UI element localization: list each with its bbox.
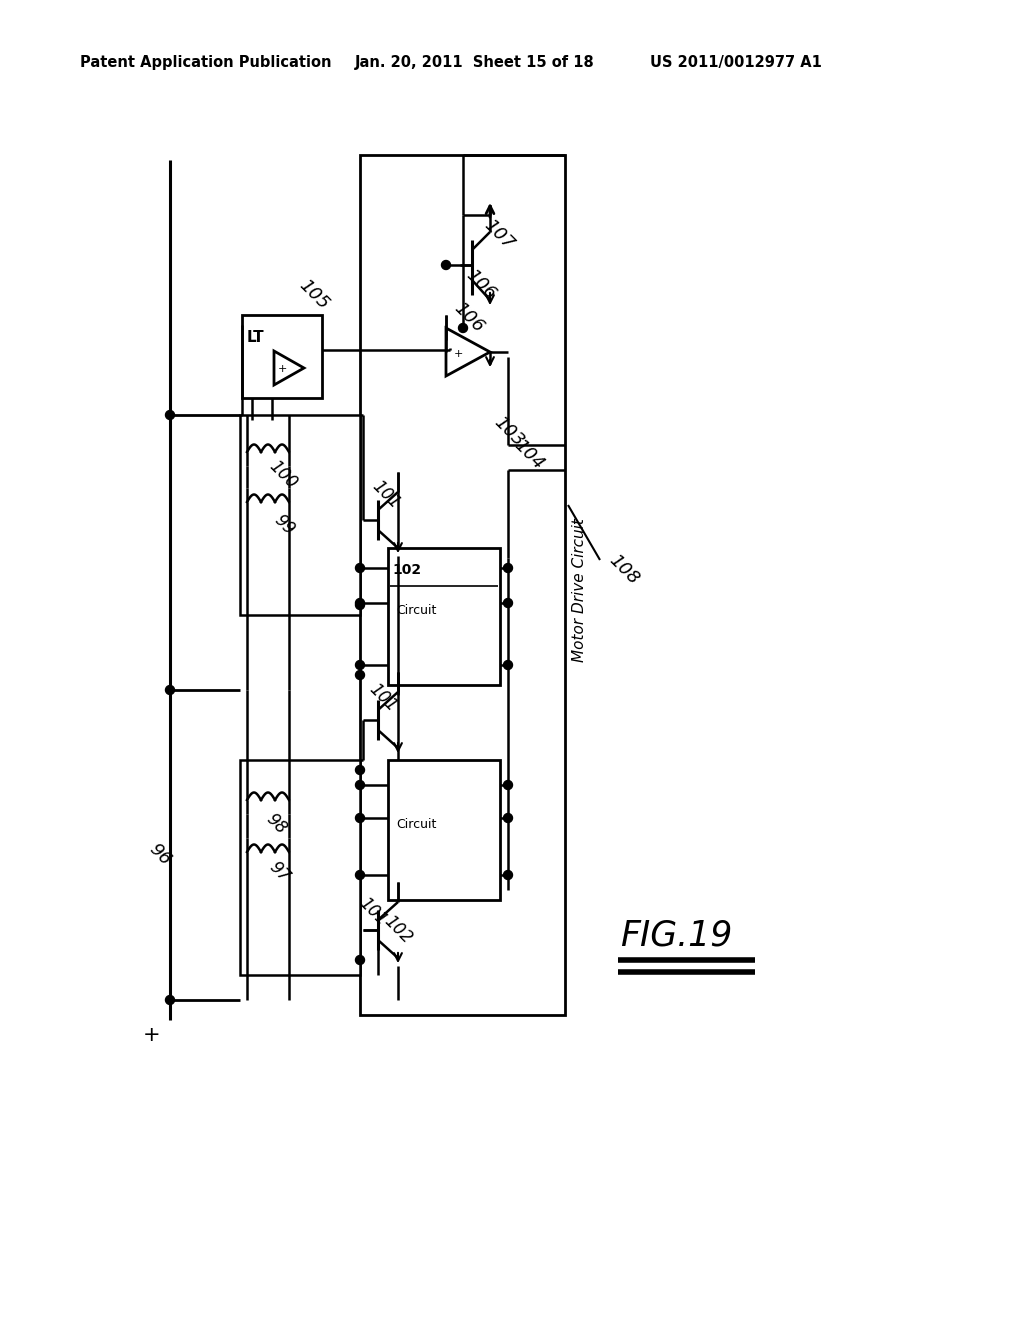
Circle shape xyxy=(166,685,174,694)
Bar xyxy=(242,315,322,399)
Text: 100: 100 xyxy=(265,457,300,492)
Circle shape xyxy=(166,995,174,1005)
Circle shape xyxy=(504,564,512,573)
Text: Circuit: Circuit xyxy=(396,818,436,832)
Circle shape xyxy=(355,660,365,669)
Text: 108: 108 xyxy=(605,552,642,589)
Text: US 2011/0012977 A1: US 2011/0012977 A1 xyxy=(650,54,822,70)
Text: 103: 103 xyxy=(490,413,527,450)
Text: 104: 104 xyxy=(510,437,547,474)
Text: 97: 97 xyxy=(265,858,293,886)
Bar xyxy=(388,760,500,900)
Text: 98: 98 xyxy=(262,810,290,838)
Circle shape xyxy=(355,598,365,607)
Text: +: + xyxy=(143,1026,161,1045)
Text: 106: 106 xyxy=(450,300,487,337)
Circle shape xyxy=(355,766,365,775)
Circle shape xyxy=(355,671,365,680)
Circle shape xyxy=(355,870,365,879)
Circle shape xyxy=(504,598,512,607)
Circle shape xyxy=(355,956,365,965)
Circle shape xyxy=(355,601,365,610)
Text: Patent Application Publication: Patent Application Publication xyxy=(80,54,332,70)
Text: Jan. 20, 2011  Sheet 15 of 18: Jan. 20, 2011 Sheet 15 of 18 xyxy=(355,54,595,70)
Circle shape xyxy=(504,780,512,789)
Text: 102: 102 xyxy=(392,564,421,577)
Text: LT: LT xyxy=(247,330,264,345)
Circle shape xyxy=(459,323,468,333)
Bar xyxy=(388,548,500,685)
Text: 96: 96 xyxy=(145,841,174,870)
Circle shape xyxy=(504,660,512,669)
Circle shape xyxy=(355,564,365,573)
Text: 105: 105 xyxy=(295,276,332,314)
Circle shape xyxy=(504,870,512,879)
Text: 106: 106 xyxy=(462,267,499,304)
Text: 107: 107 xyxy=(480,216,517,253)
Circle shape xyxy=(355,813,365,822)
Text: +: + xyxy=(454,348,463,359)
Text: 101: 101 xyxy=(365,680,400,715)
Text: 101: 101 xyxy=(368,478,403,512)
Text: +: + xyxy=(278,364,287,374)
Text: 102: 102 xyxy=(380,912,416,948)
Circle shape xyxy=(441,260,451,269)
Circle shape xyxy=(166,411,174,420)
Bar xyxy=(240,760,360,975)
Circle shape xyxy=(355,780,365,789)
Text: 99: 99 xyxy=(270,511,298,539)
Text: Motor Drive Circuit: Motor Drive Circuit xyxy=(572,517,588,661)
Circle shape xyxy=(504,813,512,822)
Text: Circuit: Circuit xyxy=(396,603,436,616)
Bar xyxy=(360,154,565,1015)
Text: FIG.19: FIG.19 xyxy=(620,917,732,952)
Bar xyxy=(240,414,360,615)
Text: 101: 101 xyxy=(355,895,390,929)
